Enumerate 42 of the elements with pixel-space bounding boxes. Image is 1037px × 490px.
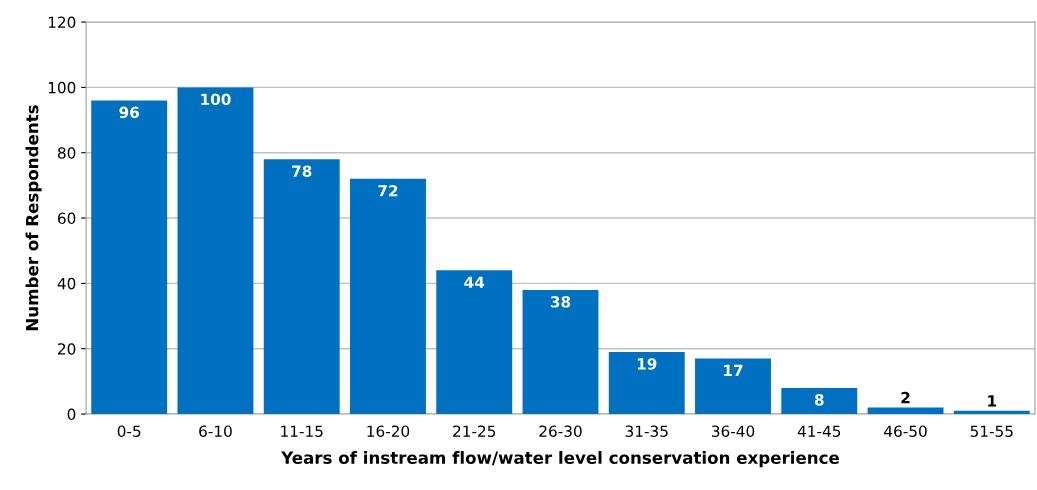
data-label: 19 <box>637 358 657 370</box>
y-tick-label: 120 <box>48 16 76 29</box>
bar <box>436 270 513 415</box>
bar <box>91 100 168 415</box>
x-tick-label: 11-15 <box>281 425 323 437</box>
x-axis-title: Years of instream flow/water level conservation experience <box>281 451 839 468</box>
bar <box>953 410 1030 415</box>
data-label: 96 <box>119 106 140 119</box>
x-tick-label: 36-40 <box>711 425 755 437</box>
bar <box>608 351 685 415</box>
x-tick-label: 31-35 <box>625 425 668 437</box>
y-tick-label: 20 <box>58 343 76 355</box>
data-label: 17 <box>724 364 743 377</box>
x-tick-label: 21-25 <box>453 425 496 437</box>
data-label: 72 <box>378 185 398 197</box>
data-label: 38 <box>550 296 571 308</box>
x-tick-label: 6-10 <box>199 425 232 437</box>
y-tick-label: 60 <box>57 212 76 225</box>
x-tick-label: 51-55 <box>970 425 1013 437</box>
bar <box>350 178 426 415</box>
x-tick-label: 26-30 <box>539 425 582 437</box>
x-tick-label: 46-50 <box>884 425 927 437</box>
bar <box>263 159 340 415</box>
y-axis-title: Number of Respondents <box>25 105 42 331</box>
y-tick-label: 40 <box>57 277 76 290</box>
bar <box>522 289 599 415</box>
data-label: 44 <box>464 276 485 288</box>
bar <box>781 387 858 415</box>
bar <box>867 407 944 415</box>
data-label: 2 <box>901 391 910 404</box>
bar <box>177 87 254 415</box>
y-tick-label: 100 <box>48 81 76 94</box>
data-label: 8 <box>814 394 824 406</box>
data-label: 100 <box>201 93 231 106</box>
data-label: 1 <box>988 395 997 407</box>
y-tick-label: 0 <box>67 408 76 421</box>
x-tick-label: 0-5 <box>117 425 141 437</box>
x-tick-label: 41-45 <box>797 425 841 437</box>
data-label: 78 <box>292 165 312 177</box>
bar <box>695 358 771 415</box>
x-tick-label: 16-20 <box>367 425 410 437</box>
y-tick-label: 80 <box>57 147 76 159</box>
